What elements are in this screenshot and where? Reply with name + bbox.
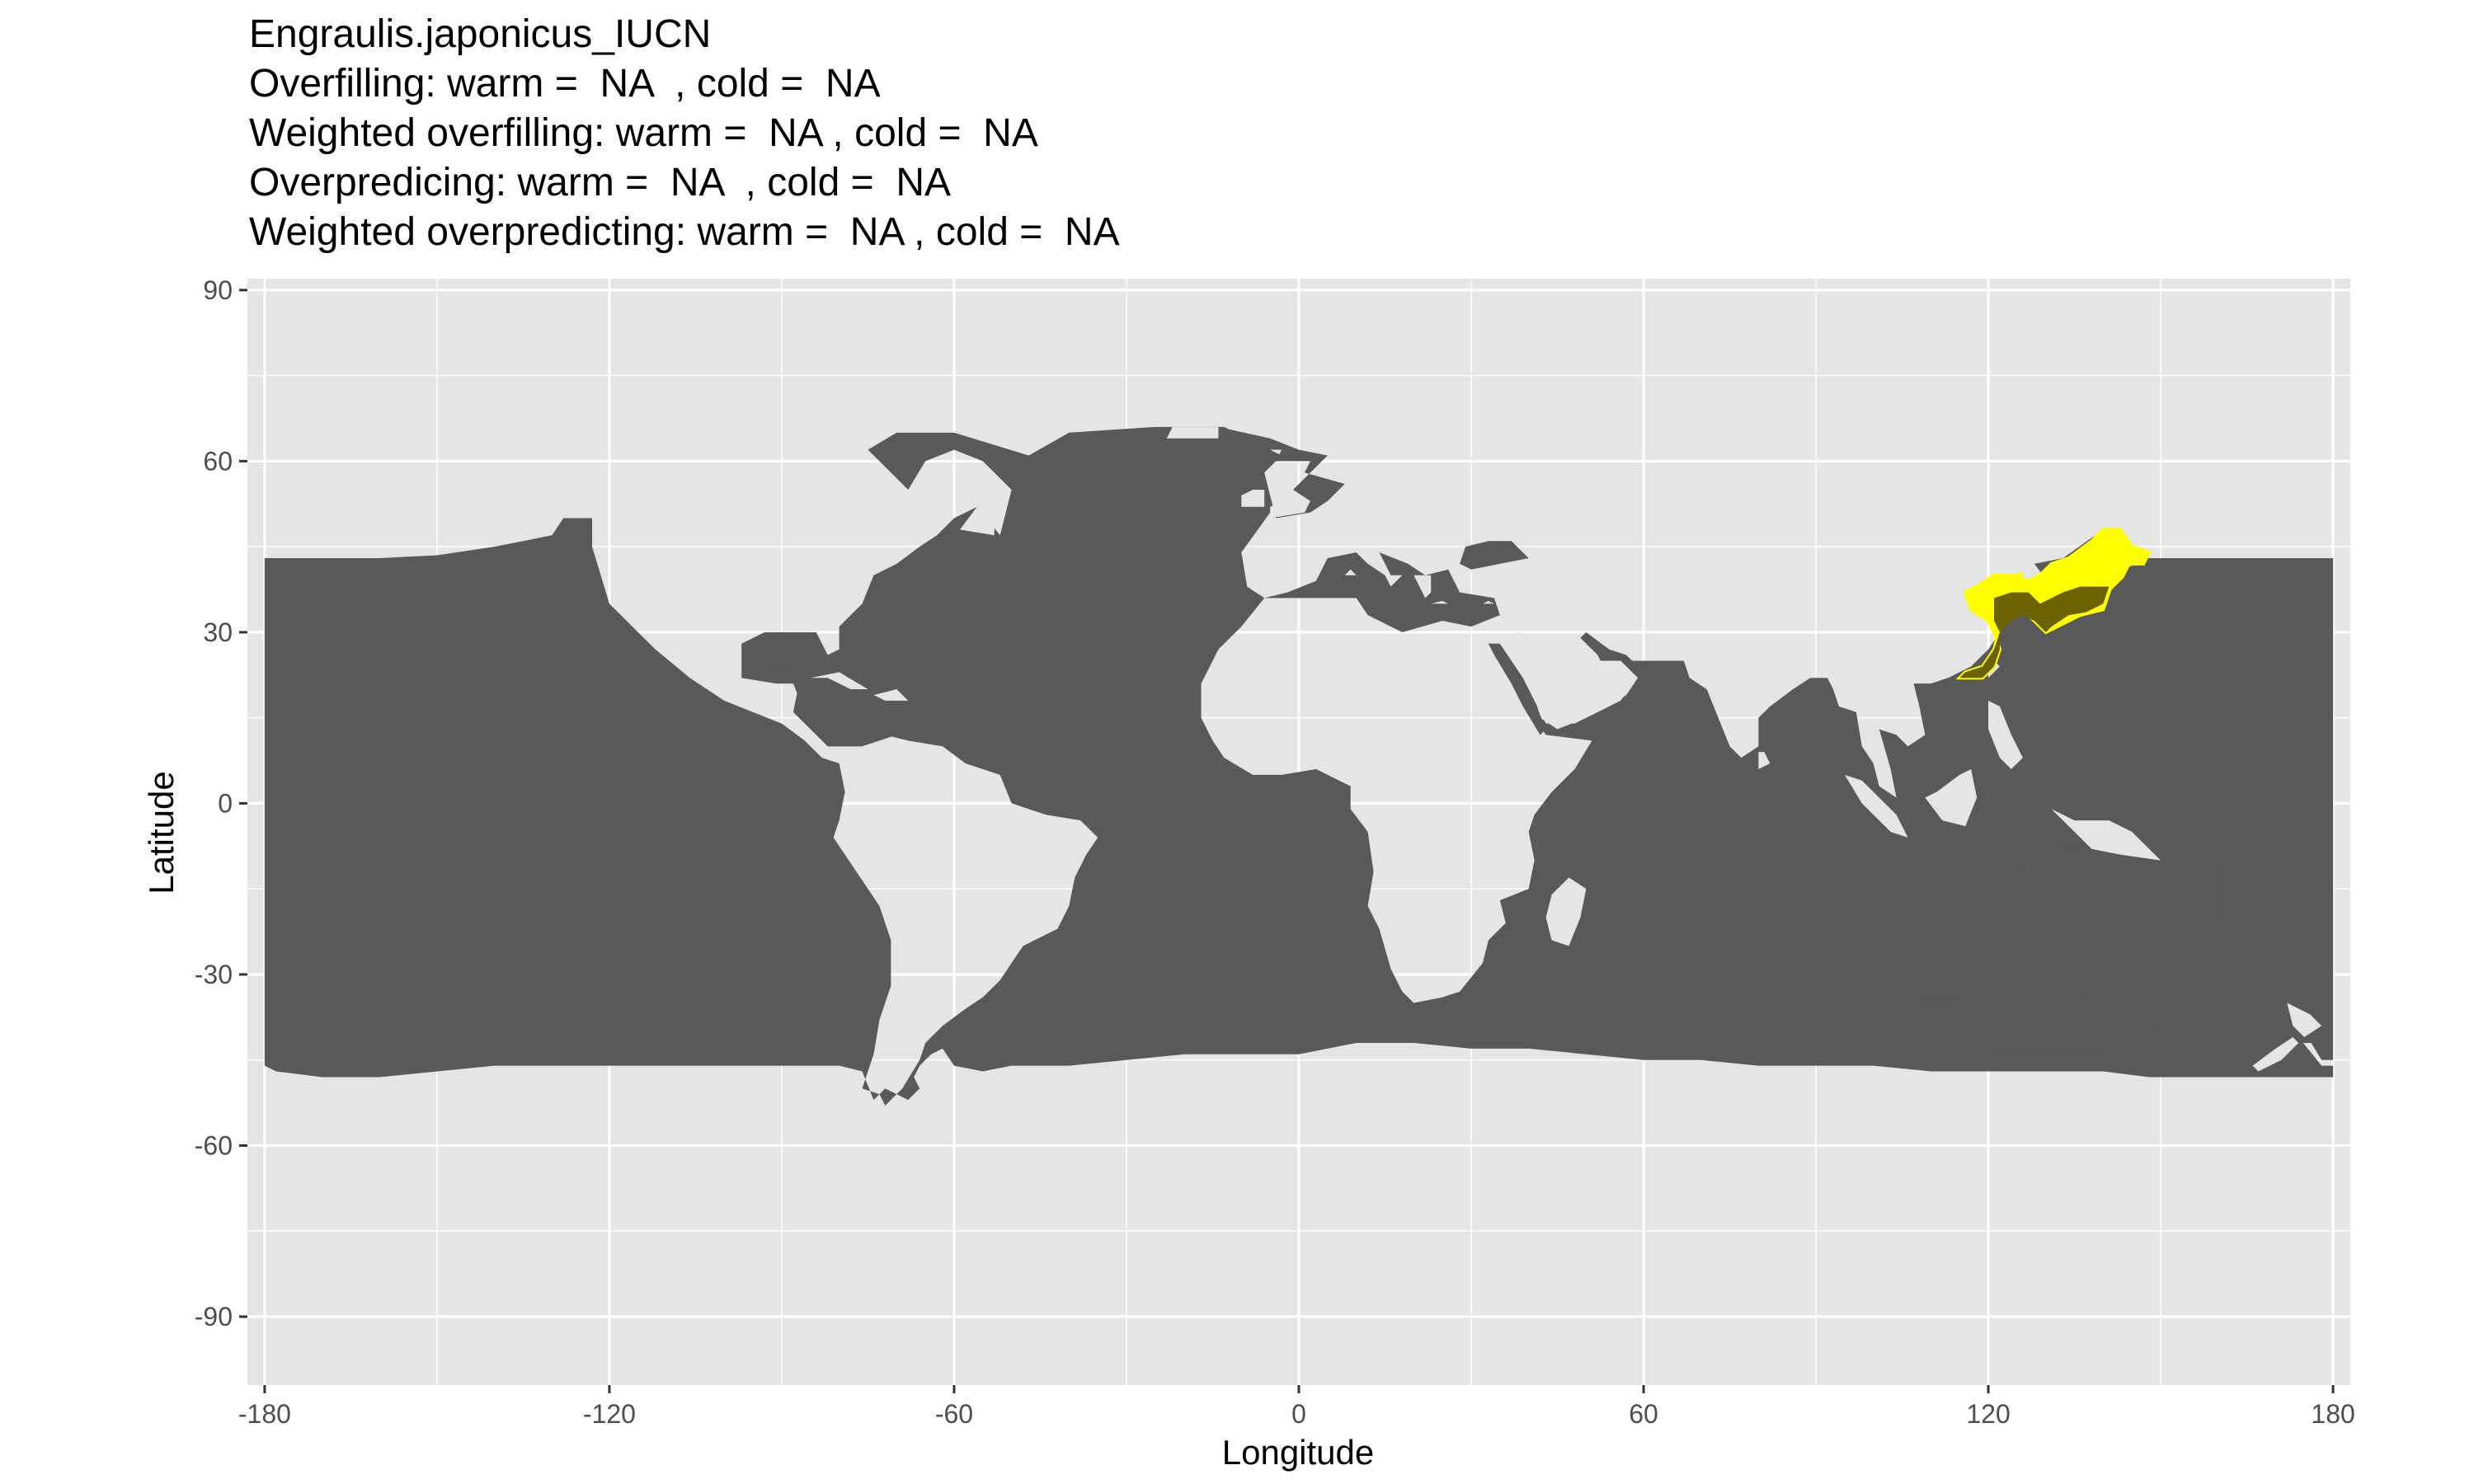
hispaniola [873, 689, 909, 701]
range-coast-edge [2105, 554, 2140, 590]
cuba [810, 672, 868, 690]
y-tick-label: 30 [203, 618, 233, 647]
new-guinea [2051, 809, 2161, 861]
cyprus [1482, 600, 1494, 604]
philippines [1988, 700, 2023, 769]
title-overpredicing: Overpredicing: warm = NA , cold = NA [249, 161, 951, 204]
y-tick-label: 90 [203, 275, 233, 305]
borneo [1925, 768, 1978, 827]
mediterranean-sea [1264, 552, 1500, 632]
title-overfilling: Overfilling: warm = NA , cold = NA [249, 62, 881, 106]
tasman-sea [2143, 946, 2288, 1049]
taiwan [1988, 660, 2000, 679]
newfoundland [959, 506, 995, 536]
axes: -180 -120 -60 0 60 120 180 -90 -60 -30 0 30 60 90 [195, 275, 2355, 1429]
species-range-layer [1955, 528, 2152, 680]
x-tick-label: 60 [1629, 1399, 1658, 1429]
y-axis-title: Latitude [142, 771, 181, 895]
ireland [1241, 489, 1265, 507]
red-sea [1488, 643, 1546, 735]
west-australia-sea [1902, 905, 1960, 998]
horn-of-africa-tip [1540, 735, 1592, 792]
iceland [1166, 426, 1219, 439]
sumatra [1844, 774, 1908, 838]
x-tick-label: 0 [1291, 1399, 1306, 1429]
x-tick-label: -60 [935, 1399, 973, 1429]
range-overlap [1959, 586, 2109, 679]
south-australia-sea [1942, 985, 2161, 1054]
y-tick-label: -90 [195, 1302, 233, 1331]
caribbean [741, 666, 954, 747]
south-island-nz [2252, 1037, 2299, 1072]
range-coast-edge [1986, 571, 2025, 596]
x-tick-label: 120 [1966, 1399, 2010, 1429]
black-sea [1460, 541, 1529, 570]
y-tick-label: 0 [218, 788, 233, 818]
north-island-nz [2287, 1003, 2322, 1038]
north-australia-sea [2016, 848, 2218, 952]
italy-sicily-sardinia [1344, 569, 1357, 575]
ocean-shape [264, 426, 2334, 1106]
greece [1413, 575, 1432, 599]
x-axis-title-text: Longitude [1221, 1433, 1375, 1472]
arabia-peninsula [1499, 632, 1639, 724]
title-weighted-overpredicting: Weighted overpredicting: warm = NA , col… [249, 210, 1120, 254]
y-tick-label: -60 [195, 1130, 233, 1160]
great-britain [1270, 472, 1310, 519]
crete [1431, 600, 1449, 604]
sri-lanka [1758, 752, 1771, 769]
x-tick-label: -120 [583, 1399, 636, 1429]
title-species: Engraulis.japonicus_IUCN [249, 12, 712, 56]
y-tick-label: 60 [203, 446, 233, 476]
y-tick-label: -30 [195, 960, 233, 989]
x-tick-label: 180 [2311, 1399, 2354, 1429]
madagascar [1545, 877, 1587, 946]
range-coast-edge [2037, 532, 2112, 590]
italy [1344, 552, 1403, 587]
plot-title: Engraulis.japonicus_IUCN Overfilling: wa… [249, 10, 1120, 257]
title-weighted-overfilling: Weighted overfilling: warm = NA , cold =… [249, 111, 1038, 155]
x-tick-label: -180 [238, 1399, 291, 1429]
